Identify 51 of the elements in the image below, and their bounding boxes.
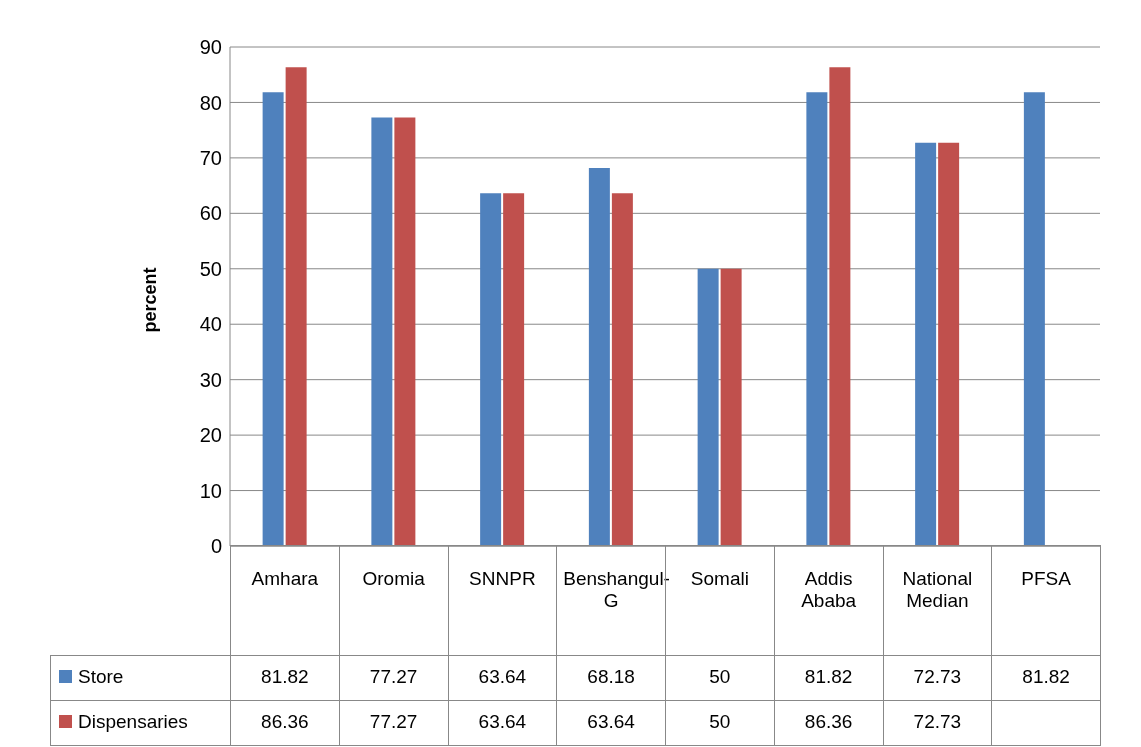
x-tick-label: SNNPR — [447, 545, 558, 656]
bar — [938, 142, 960, 546]
y-tick-label: 60 — [199, 202, 222, 225]
data-label: 50 — [665, 700, 775, 746]
bar — [394, 117, 416, 546]
data-label: 63.64 — [556, 700, 666, 746]
bar — [806, 92, 828, 546]
x-tick-label: Oromia — [338, 545, 449, 656]
bar — [915, 142, 937, 546]
data-label: 63.64 — [447, 655, 558, 701]
x-tick-label: Benshangul-G — [562, 567, 670, 613]
y-tick-label: 30 — [199, 368, 222, 391]
y-tick-label: 0 — [210, 535, 222, 558]
bar — [285, 67, 307, 546]
data-label: 50 — [665, 655, 775, 701]
bar — [480, 193, 502, 546]
data-label: 77.27 — [338, 700, 449, 746]
x-tick-label: National Median — [882, 545, 993, 656]
data-label: 68.18 — [556, 655, 666, 701]
data-label: 86.36 — [230, 700, 340, 746]
y-axis-title: percent — [139, 267, 161, 333]
x-tick-label: Addis Ababa — [773, 545, 884, 656]
bar — [829, 67, 851, 546]
bar — [697, 268, 719, 546]
data-label: 77.27 — [338, 655, 449, 701]
x-tick-label: Amhara — [230, 545, 340, 656]
y-tick-label: 80 — [199, 91, 222, 114]
legend-label: Store — [50, 655, 231, 701]
data-label: 63.64 — [447, 700, 558, 746]
bar — [503, 193, 525, 546]
data-label: 72.73 — [882, 655, 993, 701]
bar — [611, 193, 633, 546]
data-label: 72.73 — [882, 700, 993, 746]
y-tick-label: 50 — [199, 257, 222, 280]
y-tick-label: 40 — [199, 313, 222, 336]
data-label: 81.82 — [230, 655, 340, 701]
bar — [1023, 92, 1045, 546]
y-tick-label: 20 — [199, 424, 222, 447]
data-label: 86.36 — [773, 700, 884, 746]
bar — [720, 268, 742, 546]
bar — [371, 117, 393, 546]
x-tick-label: PFSA — [991, 545, 1101, 656]
y-tick-label: 70 — [199, 146, 222, 169]
data-label: 81.82 — [991, 655, 1101, 701]
bar — [262, 92, 284, 546]
legend-label: Dispensaries — [50, 700, 231, 746]
bar — [588, 167, 610, 546]
data-label: 81.82 — [773, 655, 884, 701]
x-tick-label: Somali — [690, 568, 749, 589]
y-tick-label: 10 — [199, 479, 222, 502]
y-tick-label: 90 — [199, 36, 222, 59]
